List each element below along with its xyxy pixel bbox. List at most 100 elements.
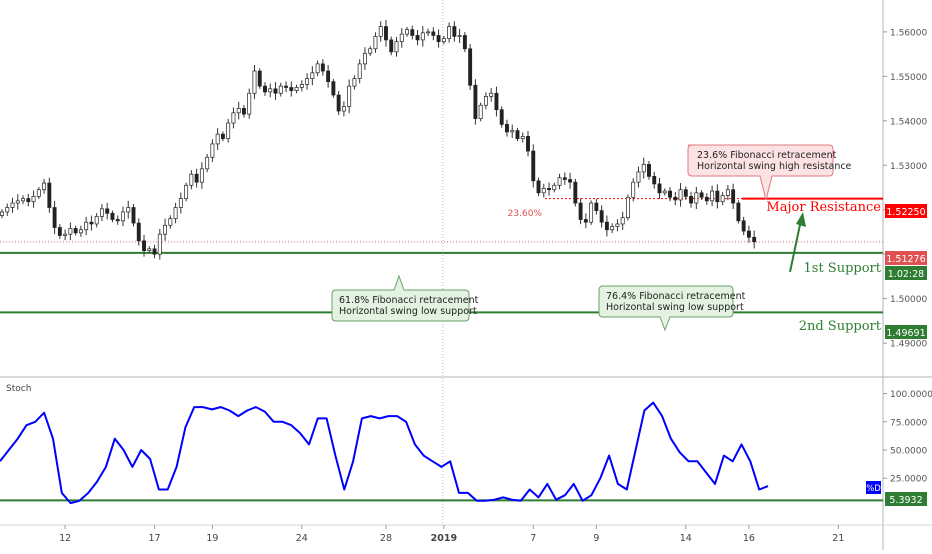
candle-up (441, 38, 446, 43)
stoch-tick-label: 25.0000 (890, 475, 927, 485)
candle-down (320, 63, 325, 72)
candle-down (499, 109, 504, 125)
badge-2nd-support-text: 1.49691 (886, 328, 925, 339)
stoch-tick-label: 100.0000 (890, 390, 932, 400)
candle-down (699, 192, 704, 198)
time-tick-label: 12 (59, 533, 71, 544)
candle-down (494, 92, 499, 111)
candle-down (689, 196, 694, 204)
candle-down (562, 177, 567, 180)
candle-up (720, 195, 725, 203)
candle-down (257, 70, 262, 87)
candle-up (157, 233, 162, 255)
candle-down (152, 248, 157, 255)
time-tick-label: 9 (593, 533, 599, 544)
callout-61-8-line1: 61.8% Fibonacci retracement (339, 295, 479, 306)
candle-down (704, 196, 709, 202)
badge-stoch-level: 5.3932 (885, 492, 927, 506)
candle-up (236, 108, 241, 114)
candle-up (625, 196, 630, 219)
candle-down (594, 202, 599, 211)
candle-up (341, 106, 346, 112)
candle-up (694, 192, 699, 204)
candle-down (47, 182, 52, 208)
bounce-arrow-head (796, 212, 806, 227)
callout-76-4-line1: 76.4% Fibonacci retracement (606, 291, 746, 302)
candle-down (599, 210, 604, 223)
candle-down (578, 202, 583, 220)
candle-up (420, 32, 425, 41)
candle-up (226, 122, 231, 139)
candle-up (231, 112, 236, 124)
candle-down (657, 183, 662, 194)
candle-up (42, 182, 47, 191)
stoch-tick-label: 50.0000 (890, 447, 927, 457)
candle-down (273, 88, 278, 94)
candle-up (163, 224, 168, 235)
candle-up (147, 248, 152, 251)
callout-76-4: 76.4% Fibonacci retracement Horizontal s… (598, 285, 746, 332)
candle-up (68, 228, 73, 235)
candle-up (615, 223, 620, 227)
major-resistance-label: Major Resistance (766, 200, 881, 215)
candle-up (710, 190, 715, 202)
candle-down (384, 26, 388, 41)
candle-up (126, 207, 131, 213)
candle-up (199, 168, 204, 183)
candle-down (136, 222, 141, 242)
candle-up (31, 196, 36, 203)
candle-up (10, 202, 15, 208)
candle-up (247, 92, 252, 115)
candle-up (5, 207, 10, 213)
price-tick-label: 1.49000 (890, 340, 927, 350)
time-tick-label: 17 (148, 533, 160, 544)
candle-up (94, 216, 99, 225)
candle-up (189, 173, 194, 186)
candle-up (541, 188, 546, 194)
fib-23-6-label: 23.60% (508, 209, 543, 219)
candle-up (489, 92, 494, 97)
callout-76-4-box (598, 285, 734, 332)
time-tick-label: 24 (296, 533, 308, 544)
candle-down (57, 227, 62, 236)
badge-current-price: 1.51276 (885, 251, 927, 265)
callout-61-8: 61.8% Fibonacci retracement Horizontal s… (331, 274, 479, 322)
candle-down (505, 124, 509, 133)
badge-1st-support: 1.02:28 (885, 266, 927, 280)
candle-down (452, 26, 457, 37)
candle-down (731, 189, 736, 204)
candle-down (326, 70, 331, 83)
candle-down (389, 39, 394, 53)
candle-down (52, 207, 57, 228)
candle-down (263, 85, 267, 93)
candle-up (215, 133, 220, 145)
candle-up (21, 198, 25, 202)
candle-down (468, 48, 473, 86)
candle-down (194, 173, 199, 183)
candle-up (631, 181, 636, 198)
candle-up (662, 190, 667, 194)
price-tick-label: 1.53000 (890, 162, 927, 172)
candle-up (620, 217, 625, 225)
candle-up (725, 189, 730, 196)
candle-down (531, 150, 536, 182)
candle-up (373, 35, 378, 50)
candle-up (352, 78, 357, 87)
candle-up (610, 226, 615, 231)
candle-down (142, 240, 146, 251)
candle-down (242, 108, 246, 115)
candle-up (84, 221, 89, 231)
badge-1st-support-text: 1.02:28 (888, 269, 924, 280)
candle-down (547, 188, 551, 191)
callout-61-8-line2: Horizontal swing low support (339, 306, 477, 317)
candle-up (510, 130, 515, 133)
candle-up (447, 26, 452, 39)
candle-down (741, 220, 746, 232)
candle-down (462, 35, 467, 50)
candle-up (299, 84, 304, 88)
candle-down (436, 35, 441, 43)
candle-down (73, 228, 78, 234)
candle-down (289, 87, 294, 91)
2nd-support-label: 2nd Support (799, 319, 882, 334)
